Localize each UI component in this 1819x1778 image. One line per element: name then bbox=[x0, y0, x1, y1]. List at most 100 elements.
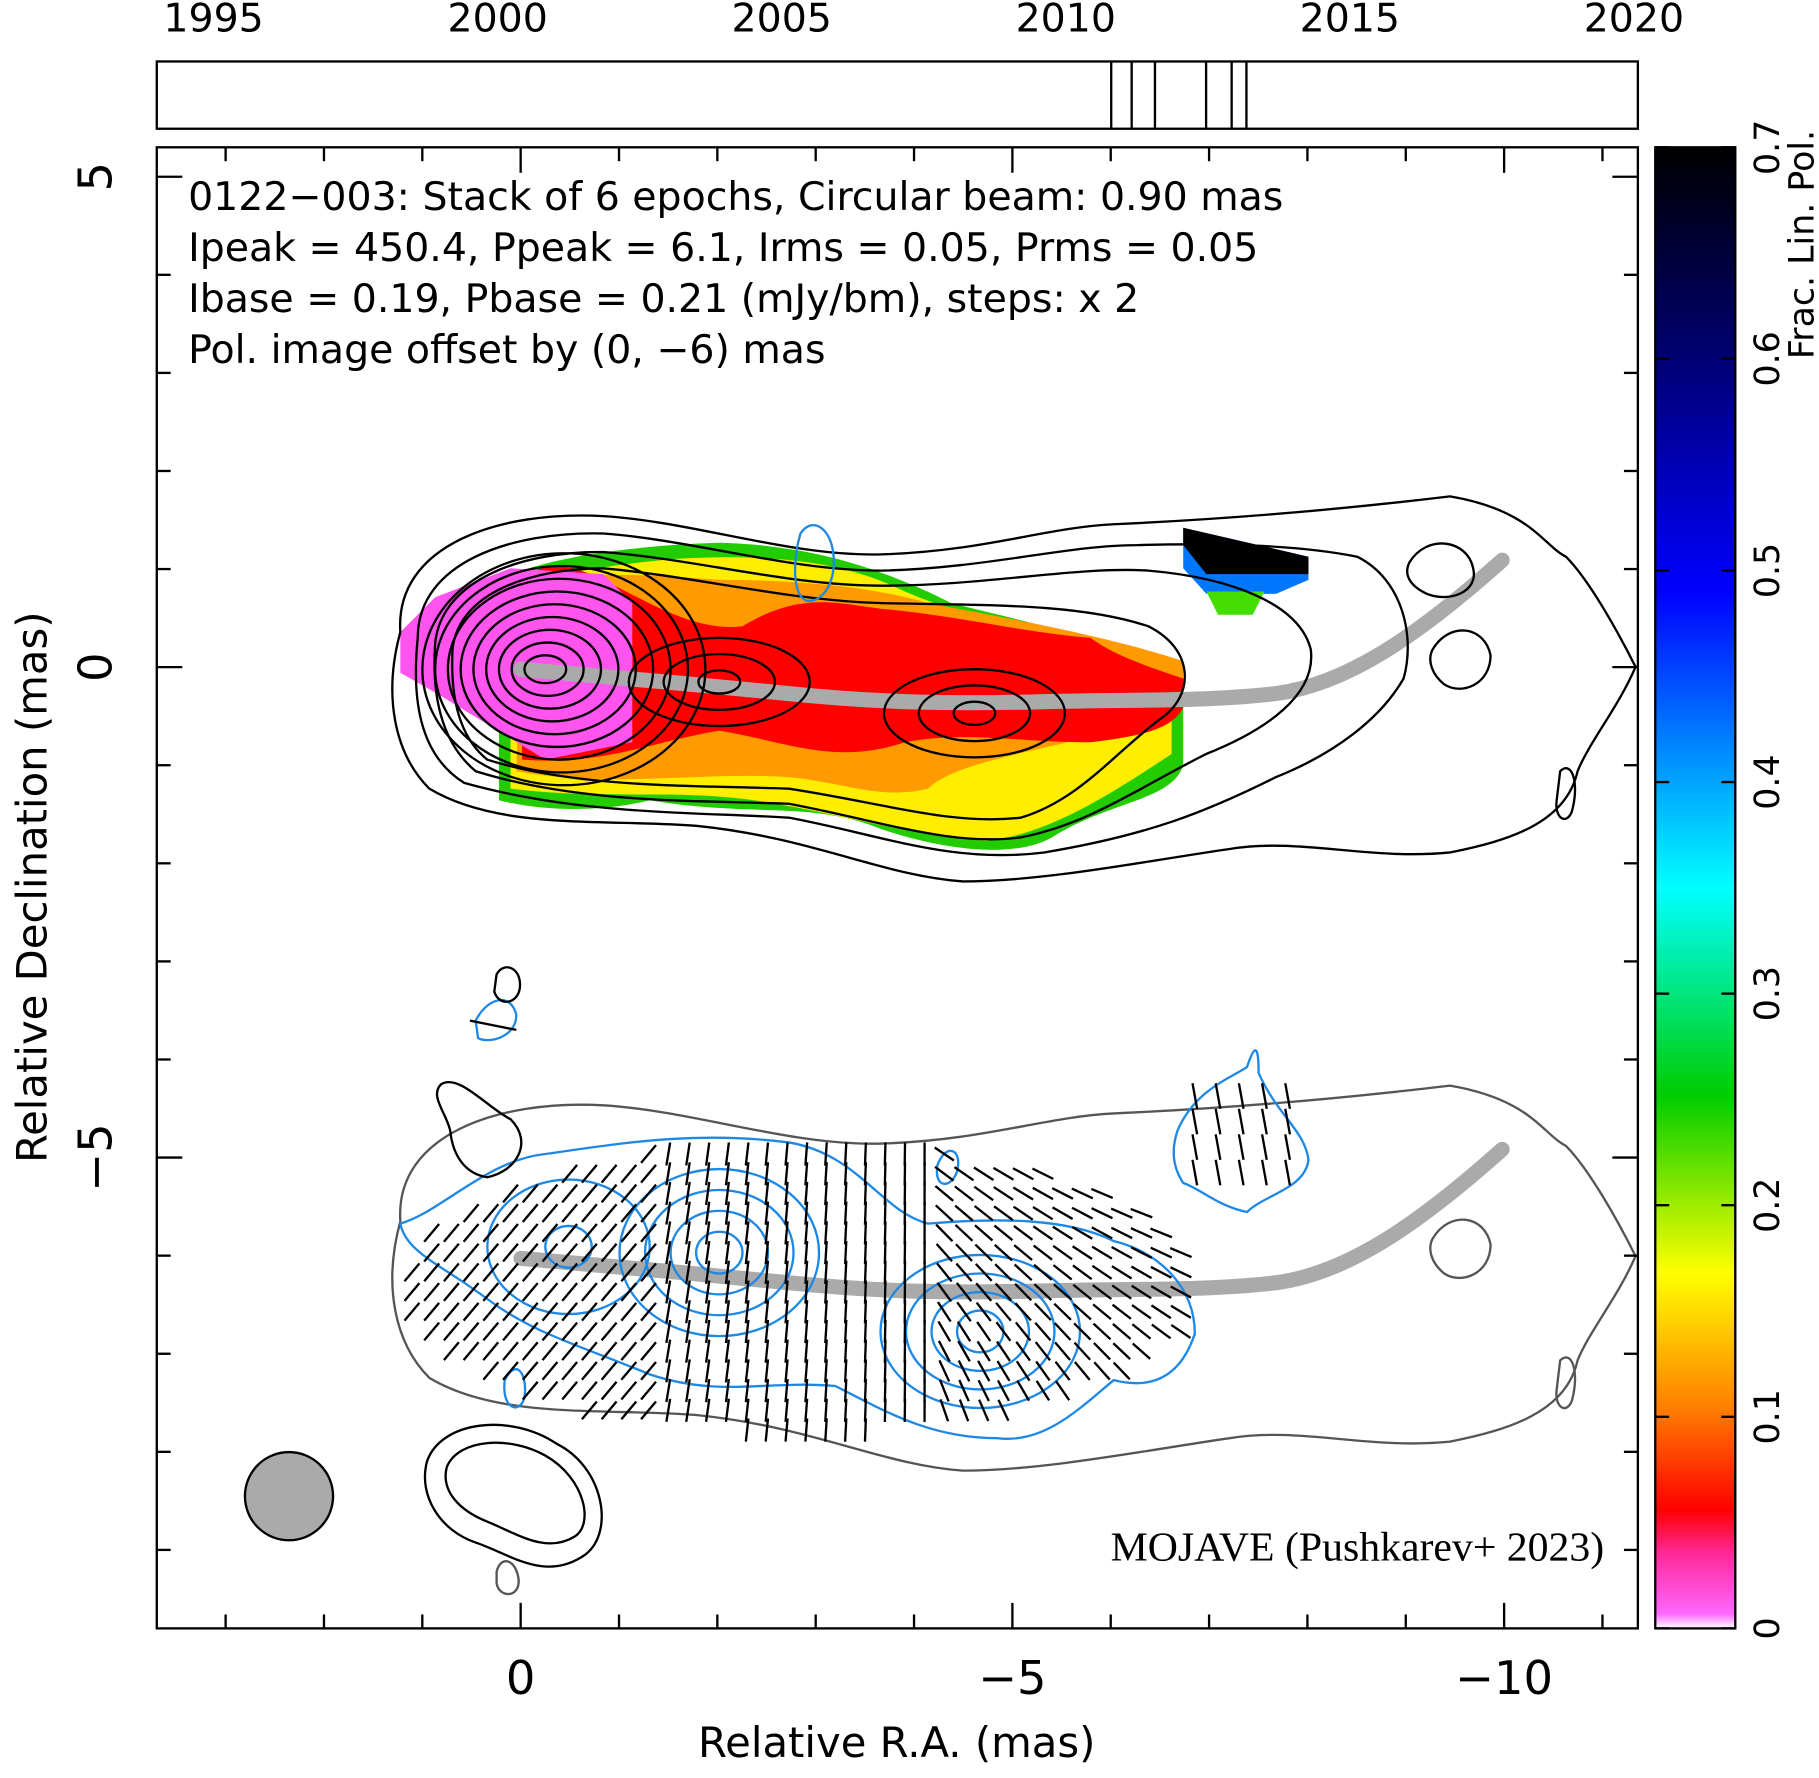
evpa-stick bbox=[1091, 1226, 1113, 1240]
evpa-stick bbox=[1169, 1247, 1193, 1259]
pol-black bbox=[1183, 527, 1309, 575]
evpa-stick bbox=[640, 1400, 657, 1420]
evpa-stick bbox=[784, 1260, 789, 1284]
evpa-stick bbox=[1110, 1207, 1133, 1219]
evpa-stick bbox=[704, 1142, 711, 1166]
contour bbox=[627, 636, 811, 728]
contour bbox=[414, 532, 1409, 857]
contour bbox=[497, 628, 603, 710]
evpa-stick bbox=[704, 1260, 711, 1284]
evpa-stick bbox=[744, 1162, 750, 1186]
evpa-stick bbox=[883, 1201, 887, 1225]
evpa-stick bbox=[704, 1162, 711, 1186]
evpa-stick bbox=[502, 1262, 519, 1282]
pol-contour bbox=[694, 1230, 744, 1275]
evpa-stick bbox=[600, 1380, 618, 1401]
evpa-stick bbox=[640, 1380, 657, 1401]
evpa-stick bbox=[541, 1242, 559, 1263]
evpa-stick bbox=[843, 1221, 848, 1245]
evpa-stick bbox=[600, 1183, 618, 1204]
x-tick-label: −10 bbox=[1455, 1651, 1553, 1705]
evpa-stick bbox=[521, 1361, 539, 1381]
evpa-stick bbox=[1284, 1083, 1292, 1109]
evpa-stick bbox=[1053, 1283, 1073, 1301]
evpa-stick bbox=[1053, 1322, 1072, 1341]
evpa-stick bbox=[973, 1185, 994, 1202]
pol-contours bbox=[398, 998, 1310, 1440]
evpa-stick bbox=[502, 1203, 519, 1223]
gray-contour bbox=[391, 1084, 1637, 1472]
evpa-stick bbox=[744, 1339, 750, 1363]
evpa-stick bbox=[581, 1164, 598, 1184]
evpa-stick bbox=[665, 1300, 672, 1324]
evpa-stick bbox=[863, 1260, 868, 1284]
evpa-stick bbox=[685, 1398, 691, 1422]
evpa-stick bbox=[620, 1164, 638, 1184]
evpa-stick bbox=[600, 1262, 618, 1282]
evpa-stick bbox=[939, 1398, 950, 1422]
evpa-stick bbox=[482, 1242, 500, 1263]
evpa-stick bbox=[883, 1319, 887, 1344]
evpa-stick bbox=[955, 1262, 973, 1282]
pol-contour bbox=[879, 1253, 1082, 1410]
evpa-stick bbox=[1093, 1361, 1111, 1381]
evpa-stick bbox=[704, 1240, 711, 1265]
evpa-stick bbox=[1013, 1224, 1034, 1241]
evpa-stick bbox=[784, 1319, 789, 1344]
evpa-stick bbox=[1149, 1227, 1173, 1239]
evpa-stick bbox=[975, 1301, 992, 1322]
evpa-stick bbox=[1170, 1285, 1192, 1299]
evpa-stick bbox=[1052, 1264, 1073, 1281]
evpa-stick bbox=[521, 1302, 539, 1322]
evpa-stick bbox=[423, 1321, 440, 1342]
evpa-stick bbox=[883, 1181, 887, 1206]
evpa-stick bbox=[994, 1282, 1013, 1302]
annotation: Pol. image offset by (0, −6) mas bbox=[188, 327, 825, 373]
evpa-stick bbox=[997, 1399, 1010, 1422]
evpa-stick bbox=[443, 1262, 460, 1282]
evpa-stick bbox=[863, 1162, 868, 1186]
evpa-stick bbox=[1016, 1380, 1031, 1402]
evpa-stick bbox=[1032, 1186, 1054, 1201]
evpa-stick bbox=[993, 1205, 1014, 1221]
evpa-stick bbox=[824, 1181, 828, 1206]
evpa-stick bbox=[462, 1321, 480, 1342]
year-label: 2015 bbox=[1300, 0, 1400, 41]
credit: MOJAVE (Pushkarev+ 2023) bbox=[1111, 1524, 1605, 1570]
evpa-stick bbox=[724, 1319, 731, 1344]
colorbar-tick-label: 0.5 bbox=[1748, 543, 1788, 598]
evpa-stick bbox=[541, 1361, 559, 1381]
evpa-stick bbox=[784, 1280, 789, 1304]
evpa-stick bbox=[804, 1418, 809, 1442]
contour bbox=[459, 590, 655, 749]
contour bbox=[423, 1423, 603, 1568]
evpa-stick bbox=[462, 1203, 480, 1223]
evpa-stick bbox=[561, 1282, 579, 1302]
contour bbox=[444, 1441, 586, 1545]
evpa-stick bbox=[996, 1340, 1011, 1362]
evpa-stick bbox=[521, 1223, 539, 1243]
evpa-stick bbox=[502, 1321, 519, 1342]
evpa-stick bbox=[1013, 1263, 1033, 1282]
evpa-stick bbox=[1073, 1341, 1091, 1361]
evpa-stick bbox=[863, 1221, 868, 1245]
contour bbox=[421, 552, 707, 787]
evpa-stick bbox=[581, 1223, 598, 1243]
contour bbox=[493, 966, 521, 1003]
evpa-stick bbox=[938, 1379, 950, 1402]
evpa-stick bbox=[620, 1341, 638, 1361]
evpa-stick bbox=[482, 1262, 500, 1282]
evpa-stick bbox=[502, 1341, 519, 1361]
evpa-stick bbox=[1151, 1323, 1172, 1340]
ridge-line bbox=[513, 1141, 1510, 1300]
timeline: 1995 2000 2005 2010 2015 2020 bbox=[155, 0, 1684, 130]
evpa-stick bbox=[993, 1186, 1014, 1201]
evpa-stick bbox=[764, 1142, 770, 1166]
evpa-stick bbox=[824, 1398, 828, 1422]
evpa-stick bbox=[620, 1380, 638, 1401]
evpa-stick bbox=[934, 1185, 954, 1202]
evpa-stick bbox=[784, 1201, 789, 1225]
evpa-stick bbox=[640, 1361, 657, 1381]
evpa-stick bbox=[482, 1321, 500, 1342]
evpa-stick bbox=[804, 1181, 809, 1206]
